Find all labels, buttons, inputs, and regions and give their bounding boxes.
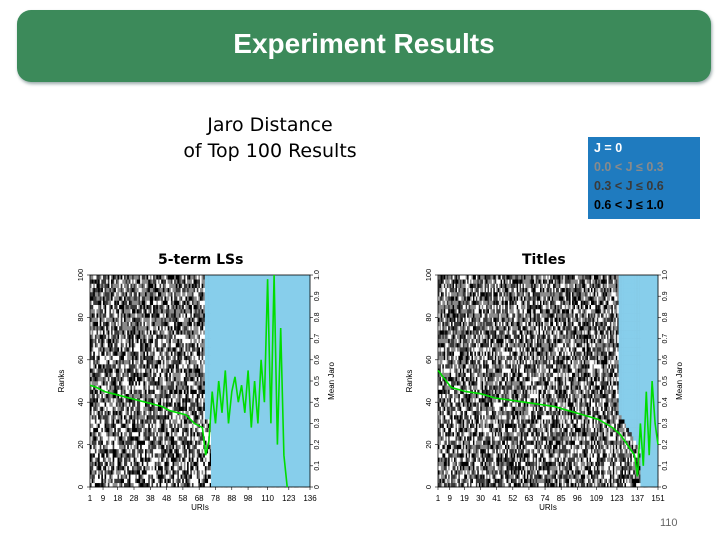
y2-tick-label: 0.8 bbox=[662, 312, 669, 322]
y2-tick-label: 0.2 bbox=[662, 440, 669, 450]
y-tick-label: 0 bbox=[76, 485, 85, 489]
y2-tick-label: 0.7 bbox=[662, 334, 669, 344]
y2-tick-label: 0.1 bbox=[314, 461, 321, 471]
y-tick-label: 60 bbox=[424, 356, 433, 364]
x-tick-label: 68 bbox=[195, 494, 204, 503]
y2-tick-label: 0.9 bbox=[314, 291, 321, 301]
y2-axis-label: Mean Jaro bbox=[327, 362, 336, 400]
x-tick-label: 98 bbox=[244, 494, 253, 503]
y-tick-label: 40 bbox=[76, 398, 85, 406]
right-chart: 1 9 19 30 41 52 63 74 85 96 109 123 137 151 URIs 0 20 40 6… bbox=[405, 269, 684, 512]
y2-tick-label: 0.5 bbox=[662, 376, 669, 386]
y-axis-label: Ranks bbox=[57, 370, 66, 393]
y-tick-label: 60 bbox=[76, 356, 85, 364]
y2-tick-label: 0.7 bbox=[314, 334, 321, 344]
y2-tick-label: 0 bbox=[662, 485, 669, 489]
heatmap-cells bbox=[90, 275, 311, 488]
y-tick-label: 100 bbox=[424, 269, 433, 282]
y2-tick-label: 1.0 bbox=[662, 270, 669, 280]
y2-tick-label: 0 bbox=[314, 485, 321, 489]
y2-tick-label: 0.6 bbox=[662, 355, 669, 365]
y2-tick-label: 0.6 bbox=[314, 355, 321, 365]
x-tick-label: 151 bbox=[651, 494, 665, 503]
x-tick-label: 18 bbox=[113, 494, 122, 503]
x-tick-label: 1 bbox=[436, 494, 441, 503]
legend-item-mid: 0.3 < J ≤ 0.6 bbox=[594, 179, 664, 193]
x-tick-label: 19 bbox=[460, 494, 469, 503]
x-tick-label: 58 bbox=[178, 494, 187, 503]
x-tick-label: 110 bbox=[261, 494, 274, 503]
x-tick-label: 137 bbox=[631, 494, 645, 503]
y-axis-label: Ranks bbox=[405, 370, 414, 393]
x-tick-label: 48 bbox=[162, 494, 171, 503]
x-tick-label: 52 bbox=[508, 494, 517, 503]
y2-tick-label: 0.2 bbox=[314, 440, 321, 450]
x-tick-label: 63 bbox=[524, 494, 533, 503]
mean-jaro-line bbox=[89, 274, 288, 488]
y2-tick-label: 0.3 bbox=[314, 418, 321, 428]
y2-tick-label: 0.8 bbox=[314, 312, 321, 322]
left-chart: 1 9 18 28 38 48 58 68 78 88 98 110 123 136 URIs 0 20 40 60… bbox=[57, 269, 336, 512]
x-tick-label: 9 bbox=[448, 494, 453, 503]
y2-tick-label: 0.3 bbox=[662, 418, 669, 428]
y2-tick-label: 0.1 bbox=[662, 461, 669, 471]
legend-item-high: 0.6 < J ≤ 1.0 bbox=[594, 198, 664, 212]
x-tick-label: 136 bbox=[303, 494, 317, 503]
x-tick-label: 85 bbox=[557, 494, 566, 503]
right-panel-title: Titles bbox=[522, 252, 566, 268]
slide-title: Experiment Results bbox=[233, 28, 495, 59]
chart-subtitle: Jaro Distance of Top 100 Results bbox=[150, 112, 390, 164]
y2-tick-label: 0.9 bbox=[662, 291, 669, 301]
subtitle-line-2: of Top 100 Results bbox=[183, 140, 357, 162]
x-tick-label: 109 bbox=[590, 494, 604, 503]
y2-axis-label: Mean Jaro bbox=[675, 362, 684, 400]
legend-item-low: 0.0 < J ≤ 0.3 bbox=[594, 160, 664, 174]
heatmap-cells bbox=[438, 275, 659, 488]
y-tick-label: 100 bbox=[76, 269, 85, 282]
x-tick-label: 1 bbox=[88, 494, 93, 503]
x-tick-label: 41 bbox=[492, 494, 501, 503]
y2-tick-label: 0.4 bbox=[662, 397, 669, 407]
legend-item-j0: J = 0 bbox=[594, 141, 623, 155]
y-tick-label: 80 bbox=[424, 313, 433, 321]
y-tick-label: 80 bbox=[76, 313, 85, 321]
slide-number: 110 bbox=[660, 517, 678, 529]
x-tick-label: 30 bbox=[476, 494, 485, 503]
y-tick-label: 20 bbox=[76, 440, 85, 448]
mean-jaro-line bbox=[437, 369, 659, 477]
x-tick-label: 88 bbox=[227, 494, 236, 503]
x-axis-label: URIs bbox=[539, 503, 557, 512]
x-tick-label: 123 bbox=[282, 494, 296, 503]
y2-tick-label: 0.4 bbox=[314, 397, 321, 407]
x-tick-label: 96 bbox=[573, 494, 582, 503]
y2-tick-label: 0.5 bbox=[314, 376, 321, 386]
x-axis-label: URIs bbox=[191, 503, 209, 512]
subtitle-line-1: Jaro Distance bbox=[207, 114, 333, 136]
y-tick-label: 0 bbox=[424, 485, 433, 489]
x-tick-label: 74 bbox=[541, 494, 550, 503]
x-tick-label: 123 bbox=[610, 494, 624, 503]
left-panel-title: 5-term LSs bbox=[158, 252, 244, 268]
title-banner: Experiment Results bbox=[17, 10, 711, 82]
y-tick-label: 20 bbox=[424, 440, 433, 448]
x-tick-label: 28 bbox=[130, 494, 139, 503]
legend-box: J = 0 0.0 < J ≤ 0.3 0.3 < J ≤ 0.6 0.6 < … bbox=[588, 137, 700, 219]
x-tick-label: 78 bbox=[211, 494, 220, 503]
y2-tick-label: 1.0 bbox=[314, 270, 321, 280]
y-tick-label: 40 bbox=[424, 398, 433, 406]
x-tick-label: 9 bbox=[101, 494, 106, 503]
x-tick-label: 38 bbox=[146, 494, 155, 503]
